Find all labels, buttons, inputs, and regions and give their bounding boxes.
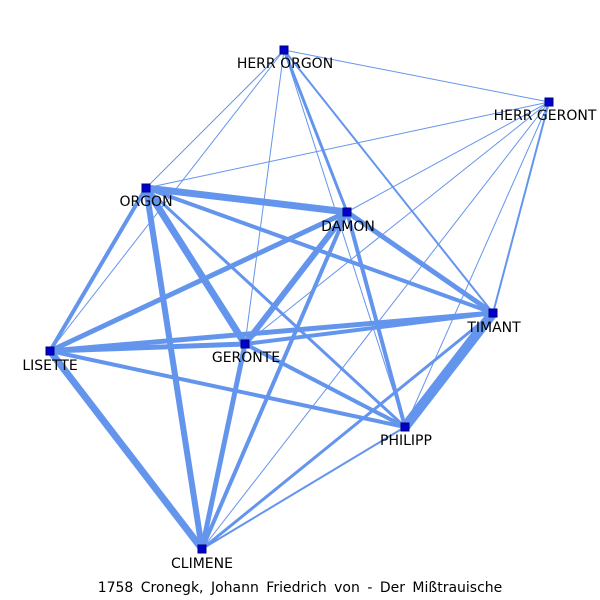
edge-damon-timant — [345, 209, 495, 316]
node-geronte — [240, 339, 250, 349]
edge-orgon-lisette — [48, 186, 148, 353]
edge-timant-climene — [201, 311, 494, 551]
node-label-herr_orgon: HERR ORGON — [237, 56, 333, 72]
edge-herr_orgon-timant — [283, 49, 494, 314]
node-label-geronte: GERONTE — [212, 350, 280, 366]
edge-geronte-climene — [199, 343, 248, 550]
node-damon — [342, 207, 352, 217]
graph-caption: 1758 Cronegk, Johann Friedrich von - Der… — [97, 580, 503, 596]
edge-geronte-philipp — [244, 342, 406, 429]
node-label-orgon: ORGON — [119, 194, 172, 210]
edge-lisette-climene — [47, 348, 205, 552]
edge-herr_orgon-geronte — [244, 49, 285, 345]
edge-herr_geront-timant — [492, 101, 550, 314]
node-label-philipp: PHILIPP — [380, 433, 432, 449]
node-philipp — [400, 422, 410, 432]
node-climene — [197, 544, 207, 554]
label-layer: HERR ORGON HERR GERONT ORGON DAMON TIMANT LIS… — [22, 56, 597, 572]
edge-timant-philipp — [401, 309, 497, 431]
node-herr_geront — [544, 97, 554, 107]
node-orgon — [141, 183, 151, 193]
edge-philipp-climene — [201, 426, 406, 550]
edge-orgon-damon — [145, 184, 348, 216]
edge-timant-lisette — [49, 310, 494, 354]
edge-damon-lisette — [48, 209, 349, 354]
node-label-climene: CLIMENE — [171, 556, 233, 572]
edge-herr_orgon-philipp — [283, 49, 406, 428]
node-lisette — [45, 346, 55, 356]
edge-layer — [47, 49, 550, 552]
node-layer — [45, 45, 554, 554]
node-herr_orgon — [279, 45, 289, 55]
node-label-damon: DAMON — [321, 219, 375, 235]
edge-lisette-philipp — [49, 349, 406, 429]
edge-orgon-geronte — [143, 186, 248, 346]
edge-herr_geront-damon — [346, 101, 550, 213]
edge-herr_orgon-damon — [282, 49, 349, 213]
edge-herr_geront-geronte — [244, 101, 550, 345]
edge-timant-geronte — [244, 311, 494, 346]
edge-orgon-climene — [143, 187, 205, 550]
edge-damon-climene — [200, 211, 349, 550]
edge-herr_orgon-lisette — [49, 49, 285, 352]
edge-herr_orgon-herr_geront — [283, 49, 550, 103]
node-label-lisette: LISETTE — [22, 358, 77, 374]
edge-herr_orgon-orgon — [145, 49, 285, 189]
edge-damon-geronte — [242, 210, 350, 346]
edge-herr_geront-orgon — [145, 101, 550, 189]
node-label-timant: TIMANT — [466, 320, 521, 336]
edge-herr_geront-philipp — [404, 101, 550, 428]
node-label-herr_geront: HERR GERONT — [494, 108, 597, 124]
node-timant — [488, 308, 498, 318]
edge-lisette-geronte — [49, 341, 246, 354]
